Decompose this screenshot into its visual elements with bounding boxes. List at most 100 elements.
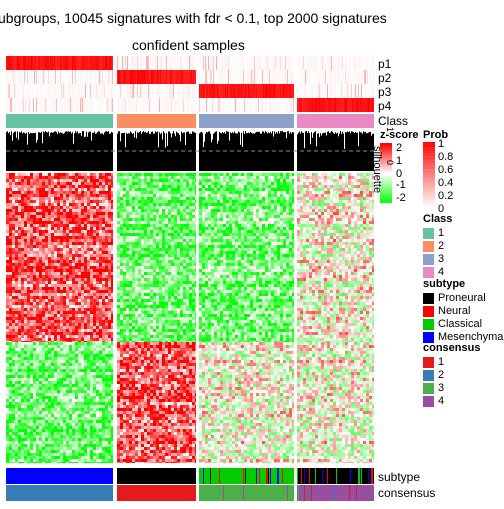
- prob-cell: [332, 56, 333, 70]
- heatmap-cell: [168, 179, 171, 182]
- heatmap-cell: [321, 227, 324, 230]
- heatmap-cell: [147, 194, 150, 197]
- heatmap-cell: [54, 224, 57, 227]
- heatmap-cell: [75, 242, 78, 245]
- heatmap-cell: [223, 248, 226, 251]
- heatmap-cell: [162, 191, 165, 194]
- prob-cell: [273, 70, 274, 84]
- prob-cell: [216, 70, 217, 84]
- heatmap-cell: [135, 191, 138, 194]
- heatmap-cell: [277, 212, 280, 215]
- prob-cell: [327, 84, 328, 98]
- heatmap-cell: [126, 191, 129, 194]
- heatmap-cell: [9, 230, 12, 233]
- prob-cell: [15, 70, 16, 84]
- heatmap-cell: [111, 218, 113, 221]
- prob-cell: [206, 98, 207, 112]
- heatmap-cell: [336, 176, 339, 179]
- prob-cell: [188, 56, 189, 70]
- prob-cell: [337, 70, 338, 84]
- class-bar: [297, 114, 374, 128]
- heatmap-cell: [183, 197, 186, 200]
- prob-cell: [143, 70, 144, 84]
- heatmap-cell: [144, 218, 147, 221]
- heatmap-cell: [286, 230, 289, 233]
- silhouette-bar: [131, 133, 132, 171]
- heatmap-cell: [223, 197, 226, 200]
- heatmap-cell: [18, 245, 21, 248]
- prob-cell: [243, 70, 244, 84]
- heatmap-cell: [195, 233, 196, 236]
- prob-cell: [186, 98, 187, 112]
- prob-cell: [50, 70, 51, 84]
- heatmap-cell: [33, 191, 36, 194]
- prob-cell: [195, 98, 196, 112]
- heatmap-cell: [372, 248, 374, 251]
- prob-cell: [224, 98, 225, 112]
- prob-cell: [164, 70, 165, 84]
- heatmap-cell: [18, 251, 21, 254]
- heatmap-cell: [90, 212, 93, 215]
- prob-cell: [138, 56, 139, 70]
- heatmap-cell: [99, 185, 102, 188]
- heatmap-cell: [318, 233, 321, 236]
- heatmap-cell: [259, 236, 262, 239]
- heatmap-cell: [51, 224, 54, 227]
- prob-cell: [92, 98, 93, 112]
- heatmap-cell: [247, 212, 250, 215]
- heatmap-cell: [81, 209, 84, 212]
- heatmap-cell: [36, 209, 39, 212]
- prob-cell: [110, 98, 111, 112]
- prob-cell: [149, 56, 150, 70]
- heatmap-cell: [324, 197, 327, 200]
- heatmap-cell: [360, 182, 363, 185]
- heatmap-cell: [226, 227, 229, 230]
- heatmap-cell: [66, 233, 69, 236]
- heatmap-cell: [108, 197, 111, 200]
- heatmap-cell: [363, 230, 366, 233]
- prob-cell: [14, 98, 15, 112]
- heatmap-cell: [354, 212, 357, 215]
- heatmap-cell: [321, 221, 324, 224]
- heatmap-cell: [141, 245, 144, 248]
- heatmap-cell: [330, 218, 333, 221]
- prob-cell: [102, 98, 103, 112]
- heatmap-cell: [132, 182, 135, 185]
- heatmap-cell: [123, 173, 126, 176]
- heatmap-cell: [253, 218, 256, 221]
- silhouette-bar: [276, 132, 277, 171]
- prob-cell: [82, 84, 83, 98]
- heatmap-cell: [232, 197, 235, 200]
- heatmap-cell: [159, 188, 162, 191]
- heatmap-cell: [12, 236, 15, 239]
- heatmap-cell: [324, 206, 327, 209]
- heatmap-cell: [259, 248, 262, 251]
- heatmap-cell: [69, 182, 72, 185]
- prob-cell: [91, 84, 92, 98]
- silhouette-bar: [317, 134, 318, 171]
- heatmap-cell: [324, 194, 327, 197]
- heatmap-cell: [283, 200, 286, 203]
- heatmap-cell: [229, 194, 232, 197]
- heatmap-cell: [93, 203, 96, 206]
- heatmap-cell: [75, 227, 78, 230]
- heatmap-cell: [135, 242, 138, 245]
- prob-cell: [90, 84, 91, 98]
- silhouette-bar: [306, 131, 307, 171]
- heatmap-cell: [232, 245, 235, 248]
- heatmap-cell: [36, 215, 39, 218]
- heatmap-cell: [63, 191, 66, 194]
- prob-cell: [235, 56, 236, 70]
- heatmap-cell: [303, 194, 306, 197]
- heatmap-cell: [345, 179, 348, 182]
- heatmap-cell: [171, 179, 174, 182]
- heatmap-cell: [360, 197, 363, 200]
- heatmap-cell: [265, 206, 268, 209]
- heatmap-cell: [205, 242, 208, 245]
- prob-cell: [262, 70, 263, 84]
- heatmap-cell: [105, 236, 108, 239]
- heatmap-cell: [165, 233, 168, 236]
- prob-cell: [165, 84, 166, 98]
- heatmap-cell: [280, 176, 283, 179]
- heatmap-cell: [241, 221, 244, 224]
